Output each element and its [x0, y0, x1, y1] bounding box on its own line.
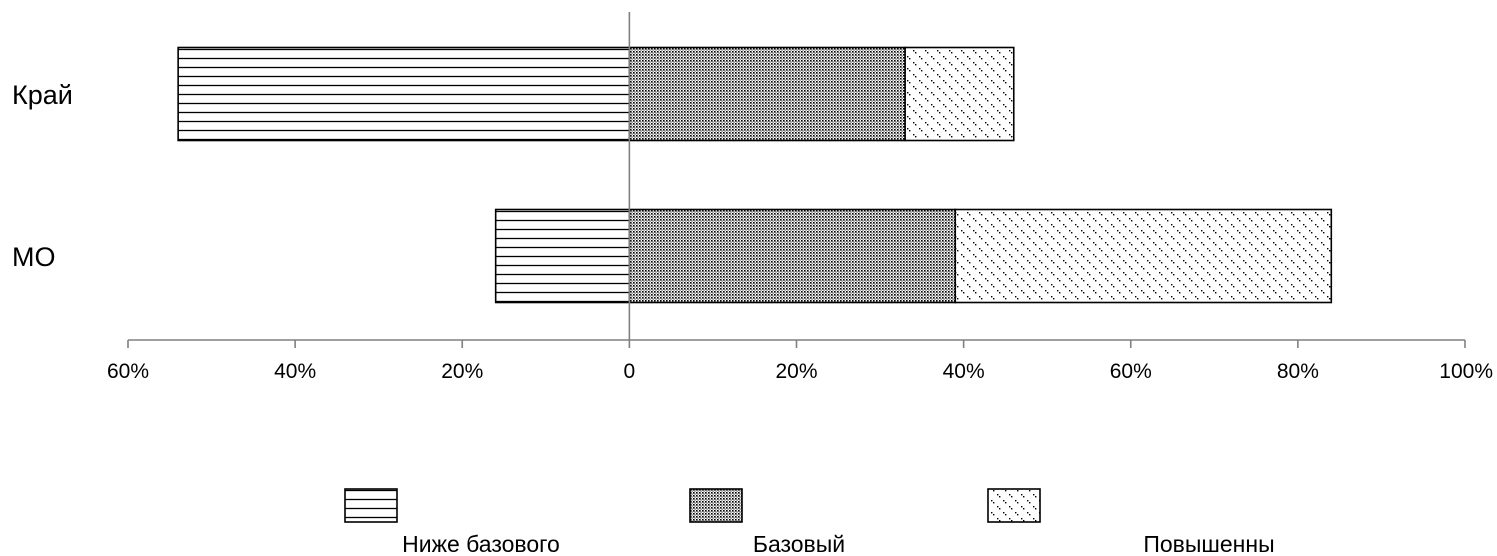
legend-swatch-1: [344, 488, 398, 523]
x-tick-label: 0: [624, 360, 636, 383]
bar-1-series-3: [904, 46, 1015, 142]
x-tick-label: 20%: [441, 360, 483, 383]
x-tick-label: 100%: [1439, 360, 1493, 383]
category-labels-layer: Край МО: [12, 80, 73, 272]
legend-swatch-2: [689, 488, 743, 523]
bar-1-series-1: [177, 46, 631, 142]
x-tick-label: 60%: [107, 360, 149, 383]
bar-2-series-1: [494, 208, 631, 304]
legend: Ниже базового Базовый Повышенны: [344, 488, 1275, 556]
bar-1-series-2: [628, 46, 906, 142]
x-tick-label: 60%: [1110, 360, 1152, 383]
tick-labels-layer: 60% 40% 20% 0 20% 40% 60% 80% 100%: [107, 360, 1493, 383]
legend-label-3: Повышенны: [1143, 531, 1274, 556]
bar-2-series-2: [628, 208, 957, 304]
x-tick-label: 40%: [274, 360, 316, 383]
bars-layer: [177, 46, 1333, 304]
x-tick-label: 80%: [1277, 360, 1319, 383]
legend-label-1: Ниже базового: [402, 531, 560, 556]
category-label: Край: [12, 80, 73, 110]
x-tick-label: 40%: [943, 360, 985, 383]
bar-2-series-3: [954, 208, 1333, 304]
axes-layer: [127, 12, 1466, 348]
category-label: МО: [12, 242, 56, 272]
x-tick-label: 20%: [775, 360, 817, 383]
legend-label-2: Базовый: [753, 531, 845, 556]
legend-swatch-3: [987, 488, 1041, 523]
